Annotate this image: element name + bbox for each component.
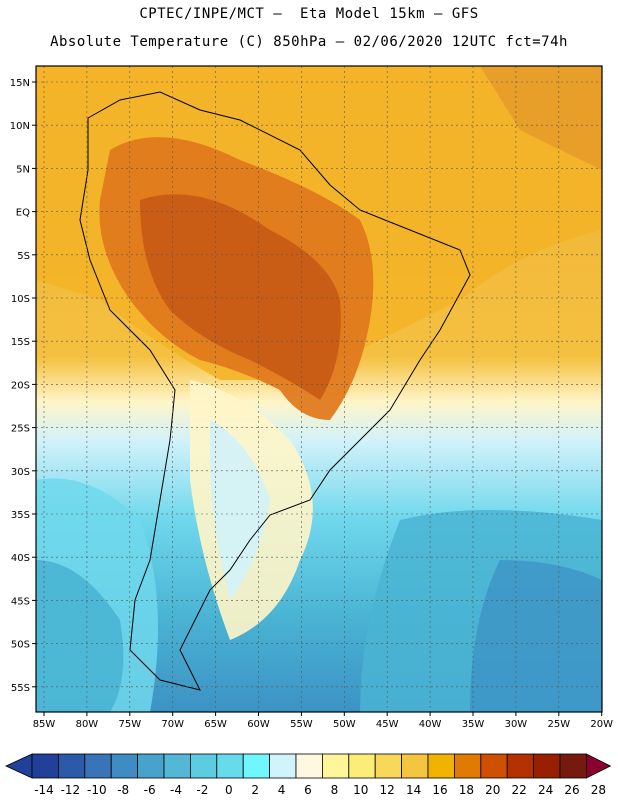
colorbar-swatch [295,753,323,779]
lat-label: 5S [17,251,30,262]
colorbar-swatch [163,753,191,779]
lon-label: 45W [376,719,399,730]
lon-label: 50W [333,719,356,730]
lat-label: 50S [11,640,30,651]
colorbar-label: 28 [591,783,606,797]
lon-label: 40W [419,719,442,730]
colorbar-swatch [84,753,112,779]
colorbar-swatch [137,753,165,779]
colorbar-swatch [321,753,350,779]
colorbar: -14 -12 -10 -8 -6 -4 -2 0 2 4 6 8 10 12 14 16 18 20 22 24 26… [5,753,612,797]
colorbar-label: -8 [117,783,129,797]
colorbar-label: 2 [251,783,259,797]
colorbar-label: -10 [87,783,107,797]
colorbar-label: -14 [34,783,54,797]
colorbar-swatch [374,753,403,779]
lon-label: 30W [505,719,528,730]
lat-label: 35S [11,510,30,521]
colorbar-swatch [480,753,508,779]
colorbar-label: 20 [485,783,500,797]
lon-label: 80W [76,719,99,730]
colorbar-label: 8 [331,783,339,797]
lon-label: 25W [547,719,570,730]
colorbar-label: 24 [538,783,553,797]
colorbar-swatch [533,753,561,779]
lat-label: 5N [16,164,30,175]
colorbar-label: 18 [459,783,474,797]
colorbar-label: 16 [432,783,447,797]
colorbar-label: -12 [61,783,81,797]
colorbar-label: 10 [353,783,368,797]
colorbar-swatch [31,753,59,779]
chart-title-line1: CPTEC/INPE/MCT – Eta Model 15km – GFS [139,6,479,22]
colorbar-label: 12 [380,783,395,797]
colorbar-label: 22 [512,783,527,797]
lon-label: 85W [33,719,56,730]
lon-label: 70W [161,719,184,730]
colorbar-label: 0 [225,783,233,797]
colorbar-label: -4 [170,783,182,797]
longitude-labels: 85W 80W 75W 70W 65W 60W 55W 50W 45W 40W 35W 30W 25W 2… [33,712,613,730]
lon-label: 55W [290,719,313,730]
colorbar-left-arrow [5,753,33,779]
colorbar-swatch [242,753,270,779]
lat-label: 40S [11,553,30,564]
lon-label: 35W [462,719,485,730]
lat-label: 15N [10,78,30,89]
colorbar-swatch [58,753,86,779]
colorbar-swatch [401,753,429,779]
latitude-labels: 15N 10N 5N EQ 5S 10S 15S 20S 25S 30S 35S 40S 45S 50S 5… [10,78,36,694]
colorbar-swatch [453,753,482,779]
colorbar-swatch [506,753,535,779]
temperature-field [36,66,602,712]
lat-label: 25S [11,424,30,435]
colorbar-label: -6 [144,783,156,797]
colorbar-label: -2 [196,783,208,797]
lon-label: 20W [590,719,613,730]
lon-label: 75W [118,719,141,730]
colorbar-swatch [427,753,455,779]
colorbar-swatch [559,753,587,779]
lon-label: 60W [247,719,270,730]
colorbar-label: 4 [278,783,286,797]
lat-label: 10N [10,121,30,132]
colorbar-swatch [348,753,376,779]
colorbar-swatch [216,753,244,779]
colorbar-swatch [189,753,218,779]
colorbar-label: 6 [304,783,312,797]
colorbar-right-arrow [586,753,612,779]
lat-label: 55S [11,683,30,694]
graticule [36,66,603,712]
lat-label: EQ [16,208,30,219]
colorbar-label: 26 [564,783,579,797]
lat-label: 20S [11,380,30,391]
chart-title-line2: Absolute Temperature (C) 850hPa – 02/06/… [50,34,568,50]
lat-label: 15S [11,337,30,348]
lon-label: 65W [204,719,227,730]
colorbar-label: 14 [406,783,421,797]
colorbar-swatch [110,753,138,779]
colorbar-swatch [269,753,297,779]
lat-label: 10S [11,294,30,305]
lat-label: 30S [11,467,30,478]
continent-outline [79,91,471,691]
map-frame [35,65,603,713]
lat-label: 45S [11,596,30,607]
